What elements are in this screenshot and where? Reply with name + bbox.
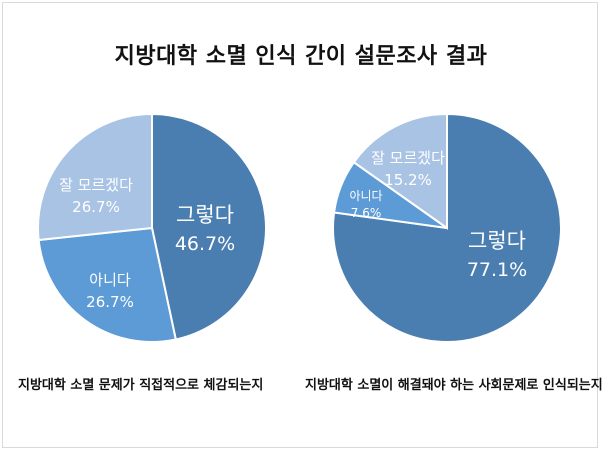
pie2-label-dontknow: 잘 모르겠다 xyxy=(371,149,445,167)
pie2-label-yes: 그렇다 xyxy=(468,229,526,253)
pie2-value-yes: 77.1% xyxy=(467,259,527,281)
pie1-value-yes: 46.7% xyxy=(175,233,235,255)
pie-caption-direct-experience: 지방대학 소멸 문제가 직접적으로 체감되는지 xyxy=(18,378,264,393)
pie1-label-dontknow: 잘 모르겠다 xyxy=(59,176,133,194)
pie1-slice-yes xyxy=(151,112,267,341)
pie1-slice-no xyxy=(37,226,177,343)
chart-title: 지방대학 소멸 인식 간이 설문조사 결과 xyxy=(114,44,488,69)
pie1-label-yes: 그렇다 xyxy=(176,203,234,227)
pie1-value-dontknow: 26.7% xyxy=(72,198,120,216)
pie2-slice-dontknow xyxy=(352,112,448,230)
pie2-value-no: 7.6% xyxy=(351,206,382,220)
pie1-value-no: 26.7% xyxy=(86,293,134,311)
pie2-label-no: 아니다 xyxy=(349,189,382,203)
chart-frame xyxy=(2,2,598,448)
pie1-label-no: 아니다 xyxy=(89,271,131,289)
pie1-slice-dontknow xyxy=(37,112,153,242)
pie2-value-dontknow: 15.2% xyxy=(384,171,432,189)
pie2-slice-yes xyxy=(332,112,562,343)
pie-caption-social-issue: 지방대학 소멸이 해결돼야 하는 사회문제로 인식되는지 xyxy=(305,378,602,393)
